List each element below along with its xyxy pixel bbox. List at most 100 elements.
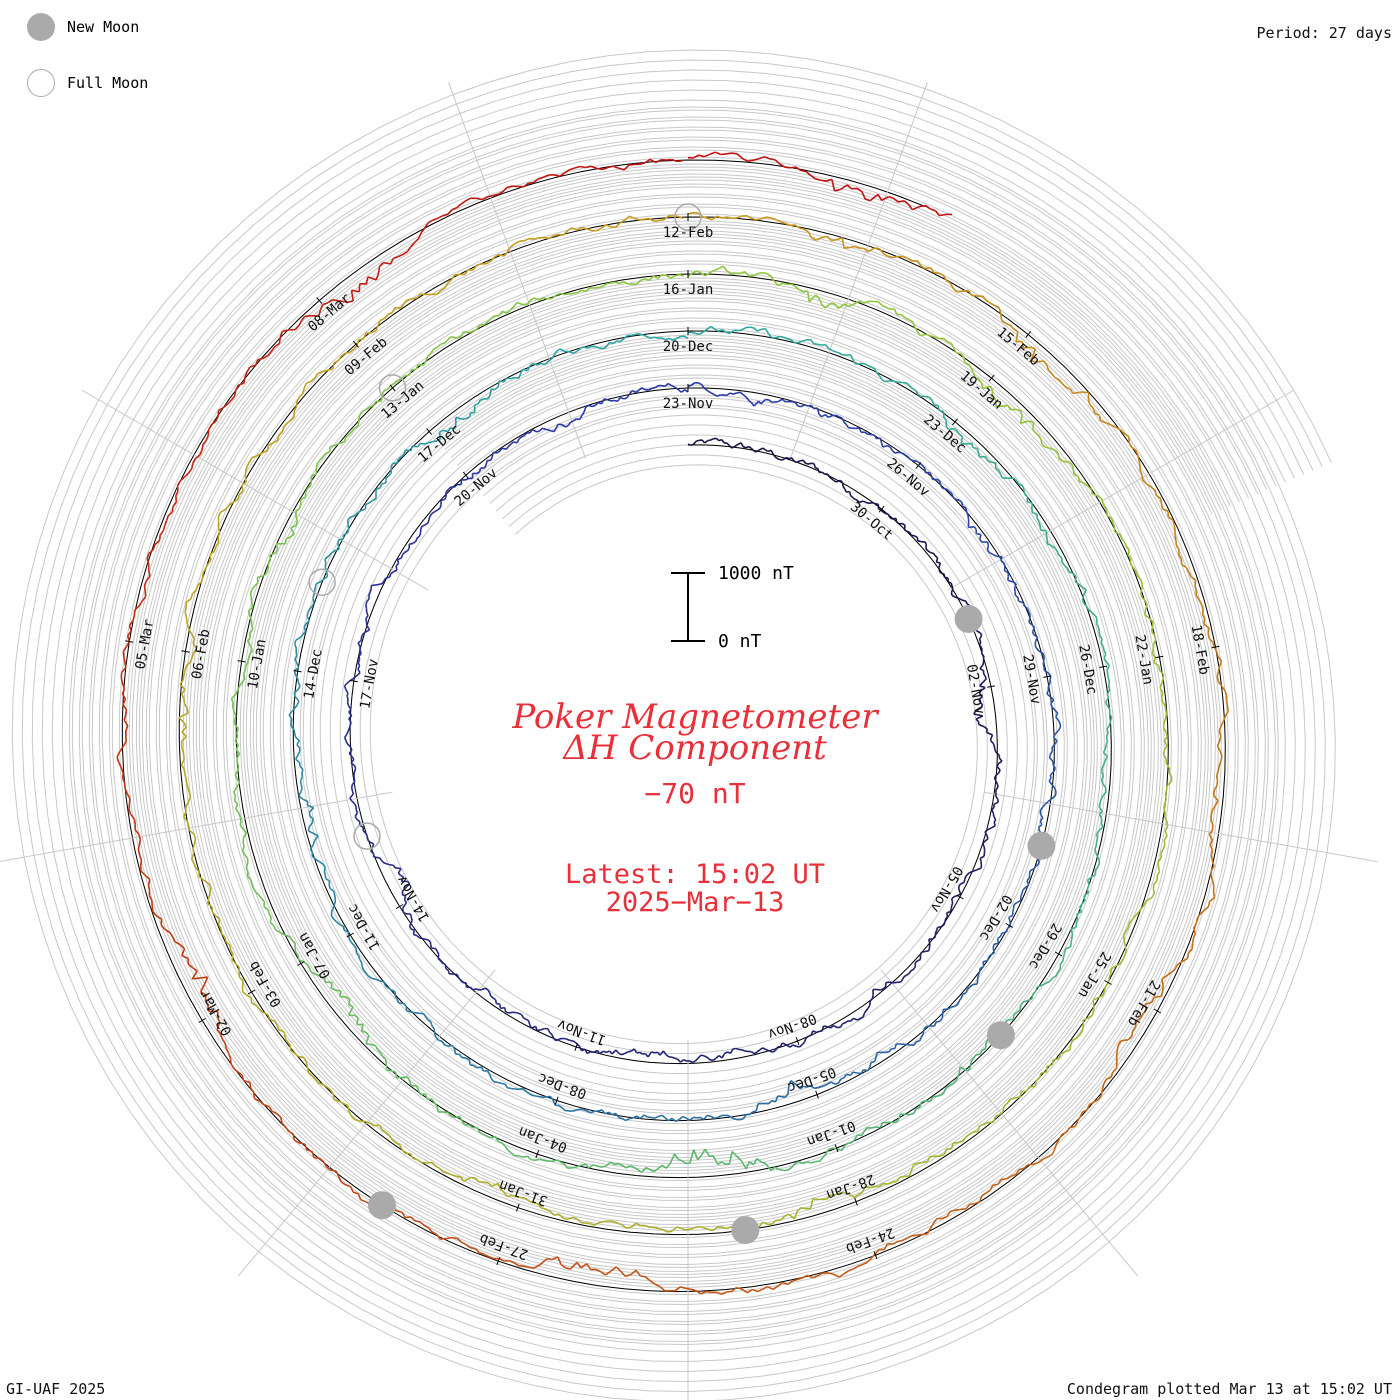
trace-segment [780,221,786,225]
trace-segment [244,854,249,859]
trace-segment [1087,399,1091,405]
trace-segment [1218,660,1223,667]
trace-segment [384,314,389,319]
trace-segment [619,396,624,400]
trace-segment [1127,549,1130,556]
trace-segment [979,1050,983,1055]
trace-segment [433,1028,436,1034]
trace-segment [1066,1127,1071,1133]
trace-segment [204,563,209,569]
date-tick [496,1257,501,1266]
trace-segment [211,911,217,917]
trace-segment [687,384,692,387]
trace-segment [848,426,853,429]
trace-segment [296,663,300,668]
trace-segment [521,1196,527,1200]
trace-segment [827,1272,834,1275]
trace-segment [454,423,457,429]
trace-segment [468,1124,474,1129]
trace-segment [124,709,128,716]
trace-segment [246,636,251,642]
trace-segment [357,668,361,674]
trace-segment [1057,453,1060,459]
trace-segment [827,473,831,478]
trace-segment [658,1227,664,1231]
trace-segment [1207,633,1210,639]
trace-segment [922,1029,925,1035]
trace-segment [1033,865,1037,870]
trace-segment [580,1108,584,1111]
trace-segment [876,372,881,377]
trace-segment [1106,673,1110,679]
trace-segment [182,750,185,756]
trace-segment [873,368,878,373]
trace-segment [348,431,353,436]
trace-segment [572,1216,578,1220]
trace-segment [381,859,385,864]
trace-segment [594,402,599,406]
trace-segment [439,429,444,434]
trace-segment [561,423,567,428]
trace-segment [289,533,295,538]
trace-segment [1020,420,1030,425]
trace-segment [439,504,442,509]
trace-segment [531,428,538,433]
trace-segment [470,411,475,414]
trace-segment [387,311,393,316]
trace-segment [222,403,229,409]
trace-segment [993,746,996,750]
trace-segment [635,1269,642,1277]
trace-segment [753,400,760,407]
trace-segment [695,332,700,336]
trace-segment [1164,794,1167,800]
trace-segment [777,1281,783,1287]
trace-segment [691,270,698,274]
trace-segment [303,1057,307,1063]
trace-segment [635,389,640,394]
trace-segment [766,216,772,219]
trace-segment [920,333,927,337]
trace-segment [1095,837,1099,843]
trace-segment [299,392,304,398]
date-tick [554,1096,559,1105]
trace-segment [952,287,958,293]
trace-segment [831,478,835,482]
trace-segment [979,855,985,859]
trace-segment [882,511,886,515]
trace-segment [295,651,298,656]
trace-segment [365,1043,372,1046]
trace-segment [718,265,724,270]
spoke-line [790,82,928,459]
trace-segment [1123,433,1130,438]
trace-segment [930,267,935,274]
trace-segment [1134,449,1139,455]
trace-segment [174,941,182,946]
trace-segment [979,701,984,706]
trace-segment [1218,731,1222,737]
trace-segment [272,439,279,444]
trace-segment [429,941,432,945]
trace-segment [1072,573,1077,578]
trace-segment [663,215,670,221]
trace-segment [911,534,915,537]
date-tick [854,1197,858,1206]
trace-segment [982,661,985,666]
trace-segment [489,389,492,396]
trace-segment [1013,328,1019,333]
trace-segment [586,1051,592,1055]
trace-segment [844,488,847,493]
trace-segment [623,397,628,400]
trace-segment [993,777,997,782]
trace-segment [421,1161,427,1164]
trace-segment [245,994,252,999]
trace-segment [649,158,657,164]
trace-segment [1127,922,1131,928]
trace-segment [321,453,326,458]
trace-segment [779,163,786,168]
trace-segment [332,362,335,369]
trace-segment [759,1047,763,1051]
trace-segment [1081,899,1086,905]
trace-segment [357,955,361,960]
trace-segment [966,986,971,990]
trace-segment [570,420,574,423]
